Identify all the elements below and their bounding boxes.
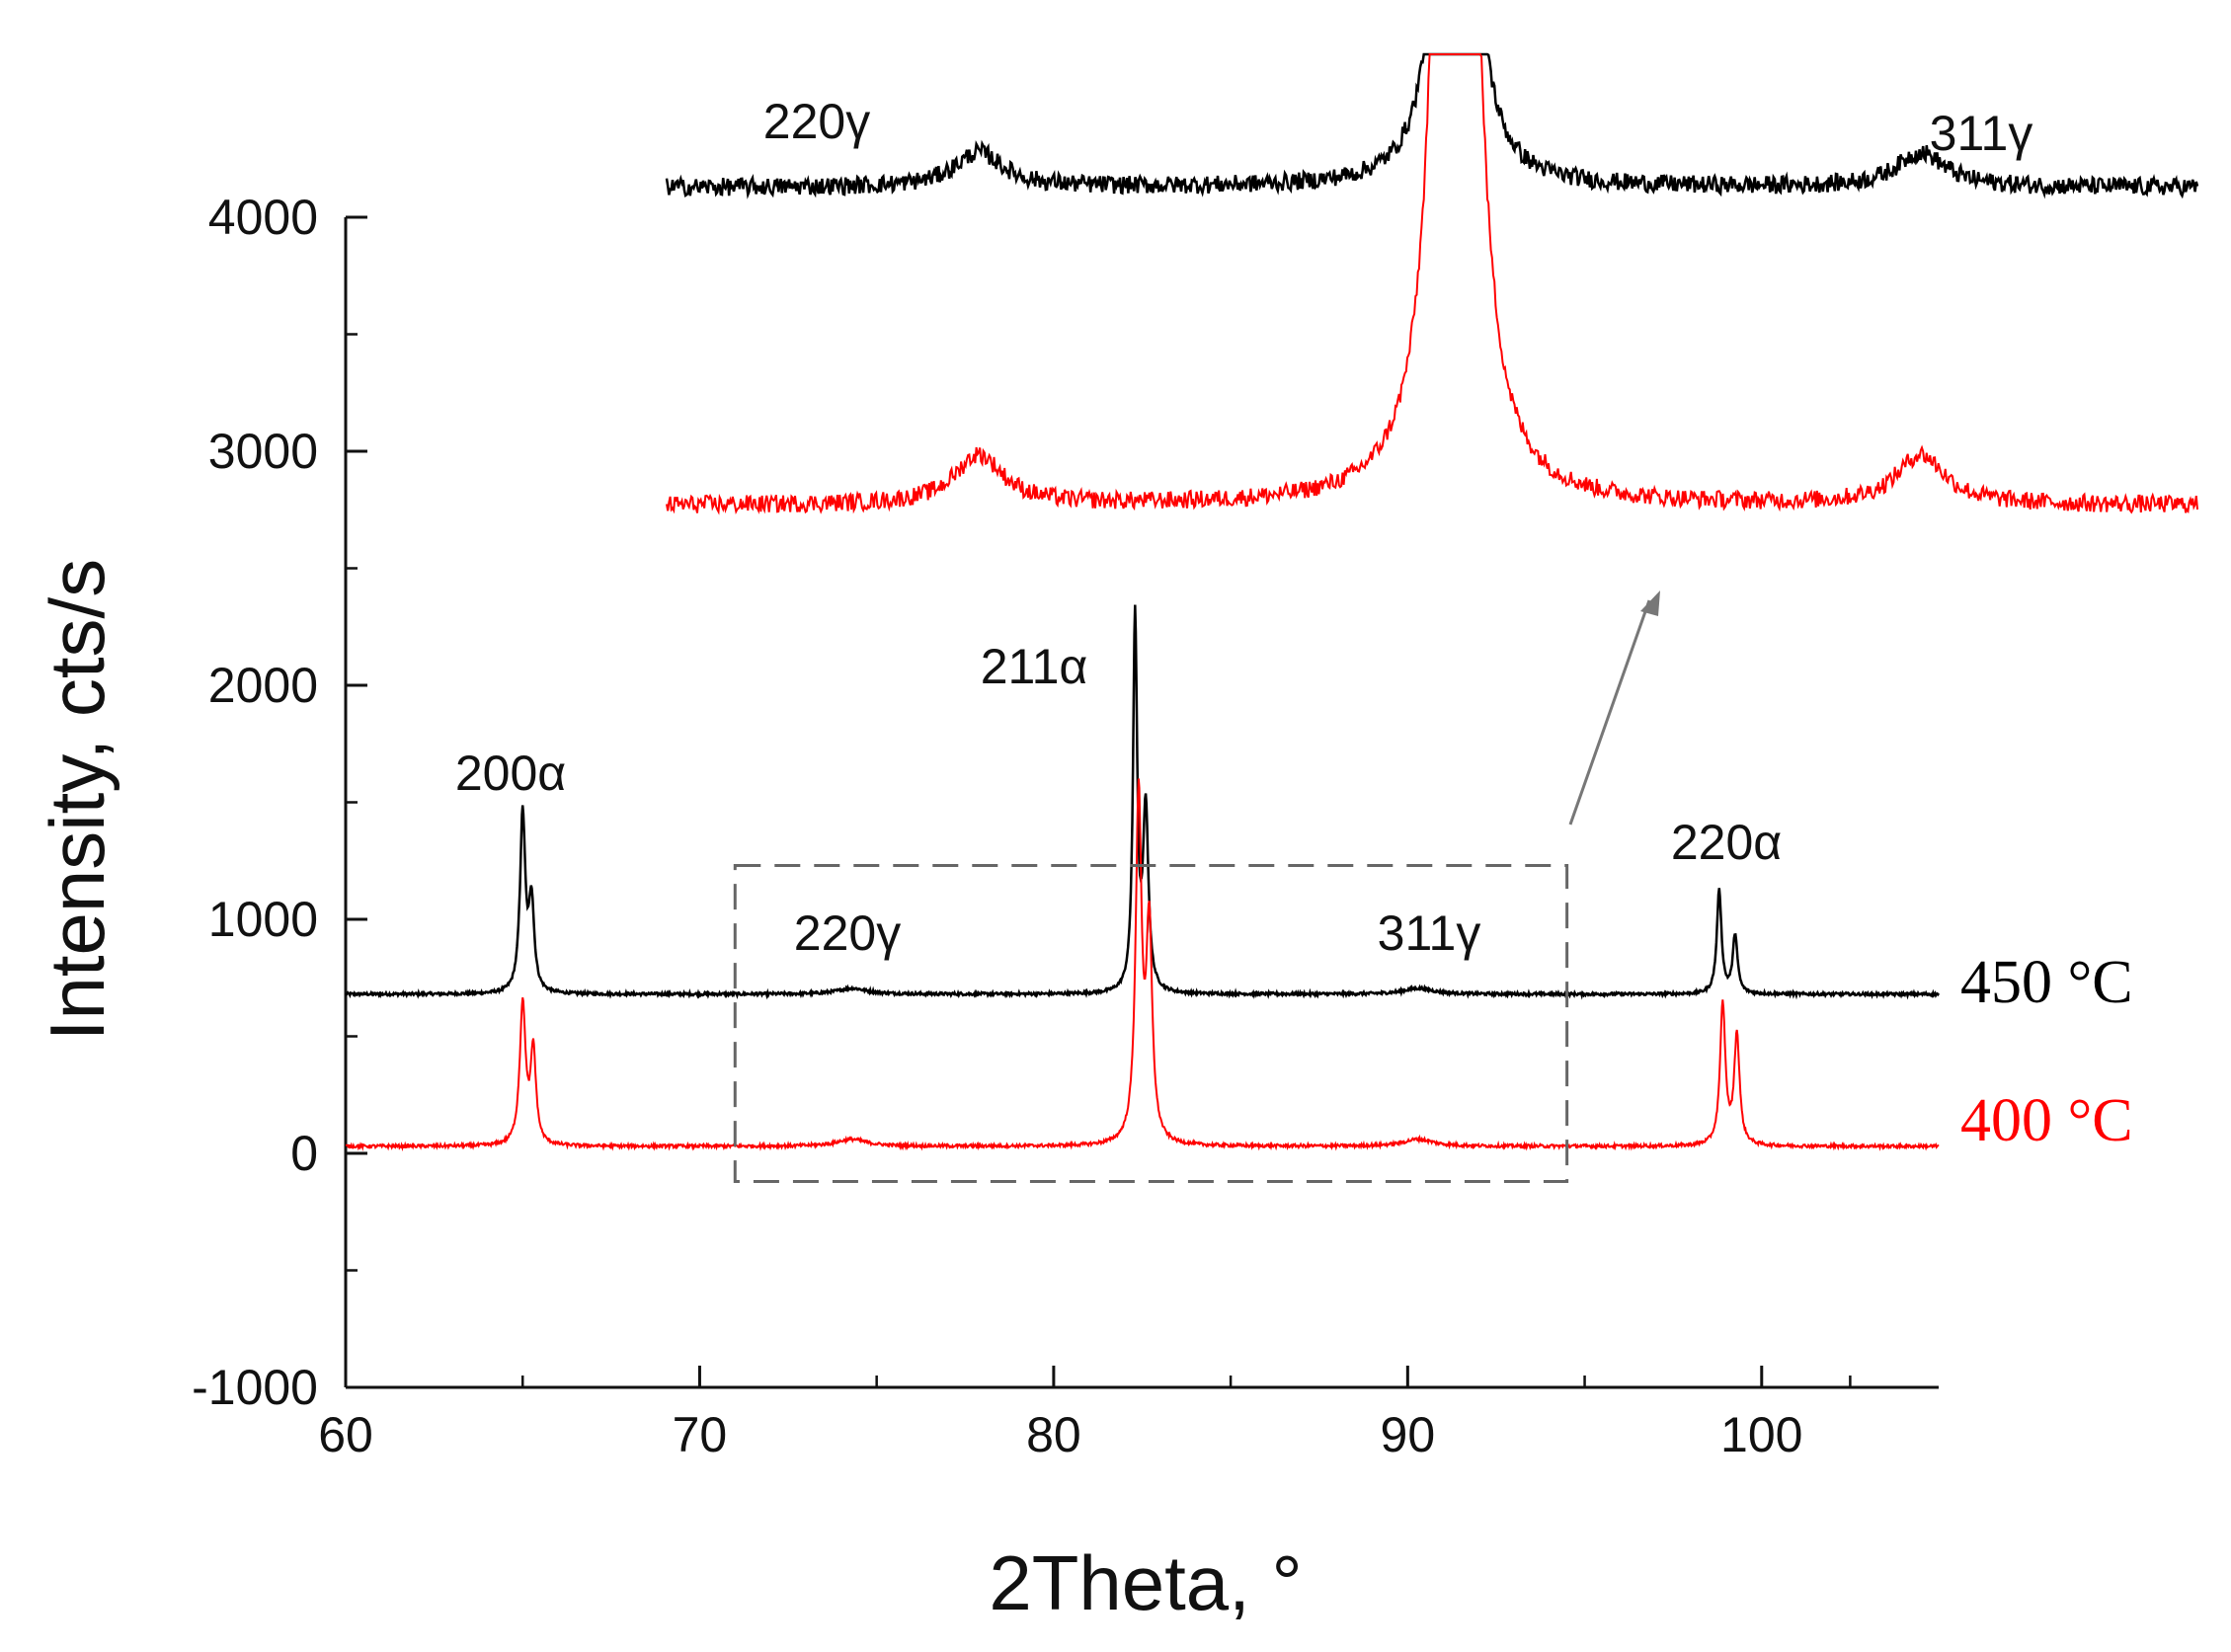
inset-label-220-gamma: 220γ: [763, 94, 870, 149]
zoom-arrow: [1568, 599, 1651, 826]
peak-label-211-alpha: 211α: [981, 639, 1088, 694]
peak-label-311-gamma: 311γ: [1378, 905, 1481, 961]
series-450c-line: [344, 604, 1941, 1000]
series-label-400c: 400 °C: [1960, 1087, 2133, 1154]
x-tick-label: 70: [673, 1407, 728, 1462]
peak-label-220-alpha: 220α: [1671, 815, 1782, 870]
y-tick-label: 1000: [208, 892, 318, 947]
inset-label-311-gamma: 311γ: [1930, 106, 2033, 161]
x-tick-label: 90: [1381, 1407, 1436, 1462]
y-axis-title: Intensity, cts/s: [34, 559, 120, 1041]
x-tick-label: 100: [1720, 1407, 1802, 1462]
series-400c-line: [345, 778, 1940, 1152]
series-label-450c: 450 °C: [1960, 949, 2133, 1016]
inset-plot: 220γ 311γ: [665, 52, 2199, 515]
y-ticks: -1000 0 1000 2000 3000 4000: [192, 190, 367, 1415]
x-ticks: 60 70 80 90 100: [318, 1366, 1852, 1462]
peak-label-220-gamma: 220γ: [794, 905, 901, 961]
x-axis-title: 2Theta, °: [989, 1539, 1302, 1626]
y-tick-label: 2000: [208, 658, 318, 713]
inset-series-400c-line: [666, 53, 2198, 515]
y-tick-label: 0: [290, 1126, 318, 1181]
zoom-region-box: [733, 863, 1569, 1183]
y-tick-label: 3000: [208, 424, 318, 479]
peak-label-200-alpha: 200α: [455, 746, 566, 801]
x-tick-label: 60: [318, 1407, 373, 1462]
x-tick-label: 80: [1026, 1407, 1081, 1462]
y-tick-label: 4000: [208, 190, 318, 245]
y-tick-label: -1000: [192, 1360, 318, 1415]
zoom-arrow-head: [1640, 590, 1660, 616]
